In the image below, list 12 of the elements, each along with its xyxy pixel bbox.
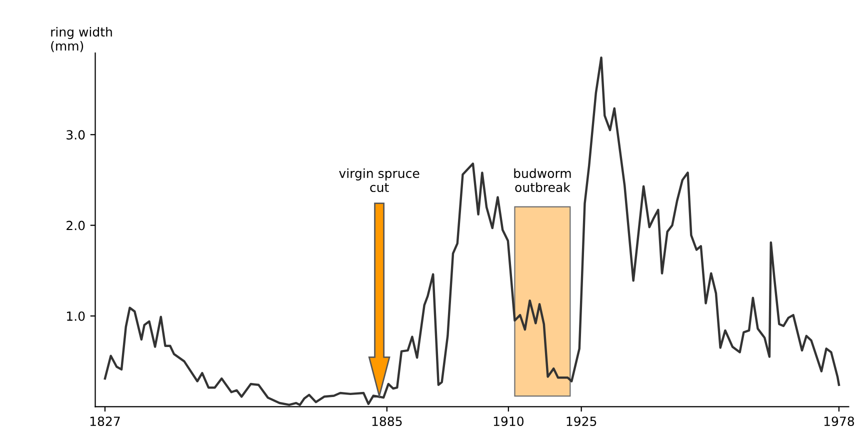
x-tick-label: 1885 (372, 416, 402, 426)
y-tick-label: 2.0 (66, 220, 85, 230)
y-axis-title: ring width (mm) (51, 26, 112, 52)
y-tick-label: 3.0 (66, 130, 85, 140)
x-tick-label: 1978 (824, 416, 854, 426)
x-tick-label: 1925 (566, 416, 596, 426)
annotation: virgin spruce cut (339, 168, 420, 192)
x-tick-label: 1827 (90, 416, 120, 426)
x-tick-label: 1910 (494, 416, 524, 426)
band-label: budworm outbreak (514, 168, 571, 192)
line-series (104, 56, 840, 406)
y-tick-label: 1.0 (67, 311, 85, 321)
